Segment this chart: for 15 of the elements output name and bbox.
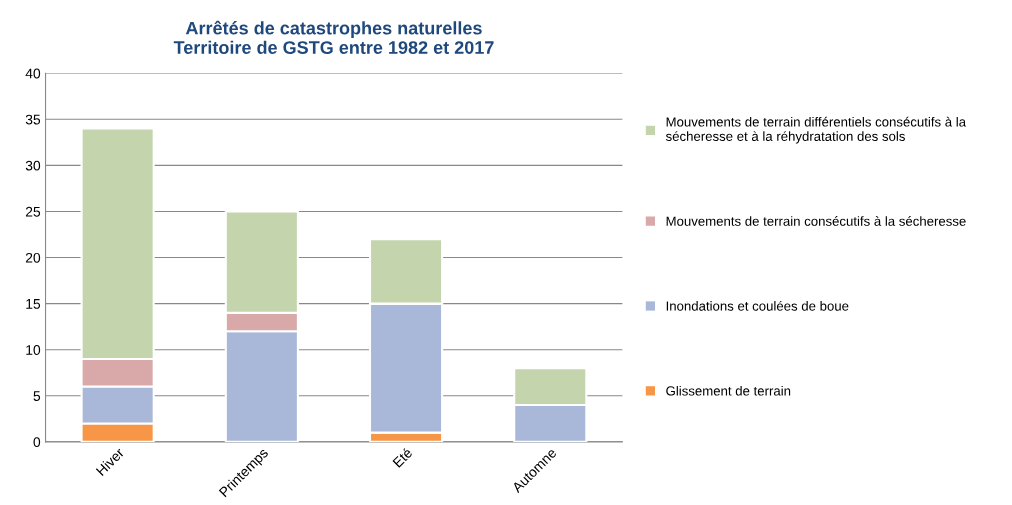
y-tick-label: 20 [25, 252, 41, 263]
x-tick-label: Eté [392, 447, 413, 468]
y-tick-label: 30 [25, 160, 41, 171]
legend-label: Mouvements de terrain consécutifs à la sécheresse [666, 216, 966, 226]
legend-label: Inondations et coulées de boue [666, 300, 849, 311]
y-tick-label: 15 [26, 299, 41, 309]
y-tick-label: 10 [26, 345, 41, 355]
y-tick-label: 25 [25, 206, 41, 217]
chart-title: Arrêtés de catastrophes naturelles Territoire de GSTG entre 1982 et 2017 [173, 20, 494, 54]
y-tick-label: 40 [25, 68, 41, 79]
y-tick-label: 5 [33, 391, 41, 401]
legend-label: Glissement de terrain [666, 385, 791, 396]
y-tick-label: 35 [25, 114, 41, 125]
y-tick-label: 0 [33, 437, 41, 448]
legend-label: Mouvements de terrain différentiels consécutifs à la sécheresse et à la réhydratation des sols [665, 116, 967, 144]
